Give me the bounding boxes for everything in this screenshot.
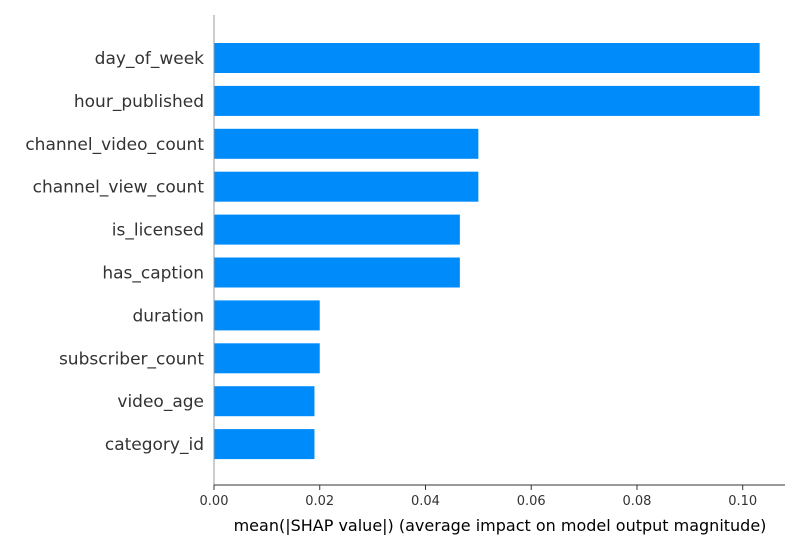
x-tick-label: 0.06 bbox=[517, 494, 546, 509]
category-label: channel_video_count bbox=[25, 135, 204, 155]
category-label: duration bbox=[132, 306, 204, 326]
x-tick-label: 0.04 bbox=[411, 494, 440, 509]
bar-channel_view_count bbox=[214, 171, 479, 202]
bar-hour_published bbox=[214, 85, 760, 116]
category-label: category_id bbox=[105, 435, 204, 455]
bar-is_licensed bbox=[214, 214, 460, 245]
category-labels: day_of_week hour_published channel_video_c… bbox=[25, 49, 204, 455]
category-label: has_caption bbox=[102, 264, 204, 284]
x-axis: 0.00 0.02 0.04 0.06 0.08 0.10 bbox=[200, 485, 757, 509]
category-label: channel_view_count bbox=[33, 178, 205, 198]
category-label: is_licensed bbox=[112, 221, 204, 241]
bar-video_age bbox=[214, 386, 315, 417]
category-label: hour_published bbox=[74, 92, 204, 112]
x-tick-label: 0.00 bbox=[200, 494, 229, 509]
bar-subscriber_count bbox=[214, 343, 320, 374]
category-label: video_age bbox=[117, 392, 204, 412]
x-tick-label: 0.02 bbox=[305, 494, 334, 509]
x-axis-title: mean(|SHAP value|) (average impact on mo… bbox=[234, 516, 767, 535]
category-label: subscriber_count bbox=[59, 349, 204, 369]
bar-duration bbox=[214, 300, 320, 331]
bar-channel_video_count bbox=[214, 128, 479, 159]
bars-layer bbox=[214, 43, 760, 460]
x-tick-label: 0.08 bbox=[622, 494, 651, 509]
category-label: day_of_week bbox=[95, 49, 204, 69]
bar-day_of_week bbox=[214, 43, 760, 73]
bar-category_id bbox=[214, 429, 315, 460]
bar-has_caption bbox=[214, 257, 460, 288]
x-tick-label: 0.10 bbox=[728, 494, 757, 509]
